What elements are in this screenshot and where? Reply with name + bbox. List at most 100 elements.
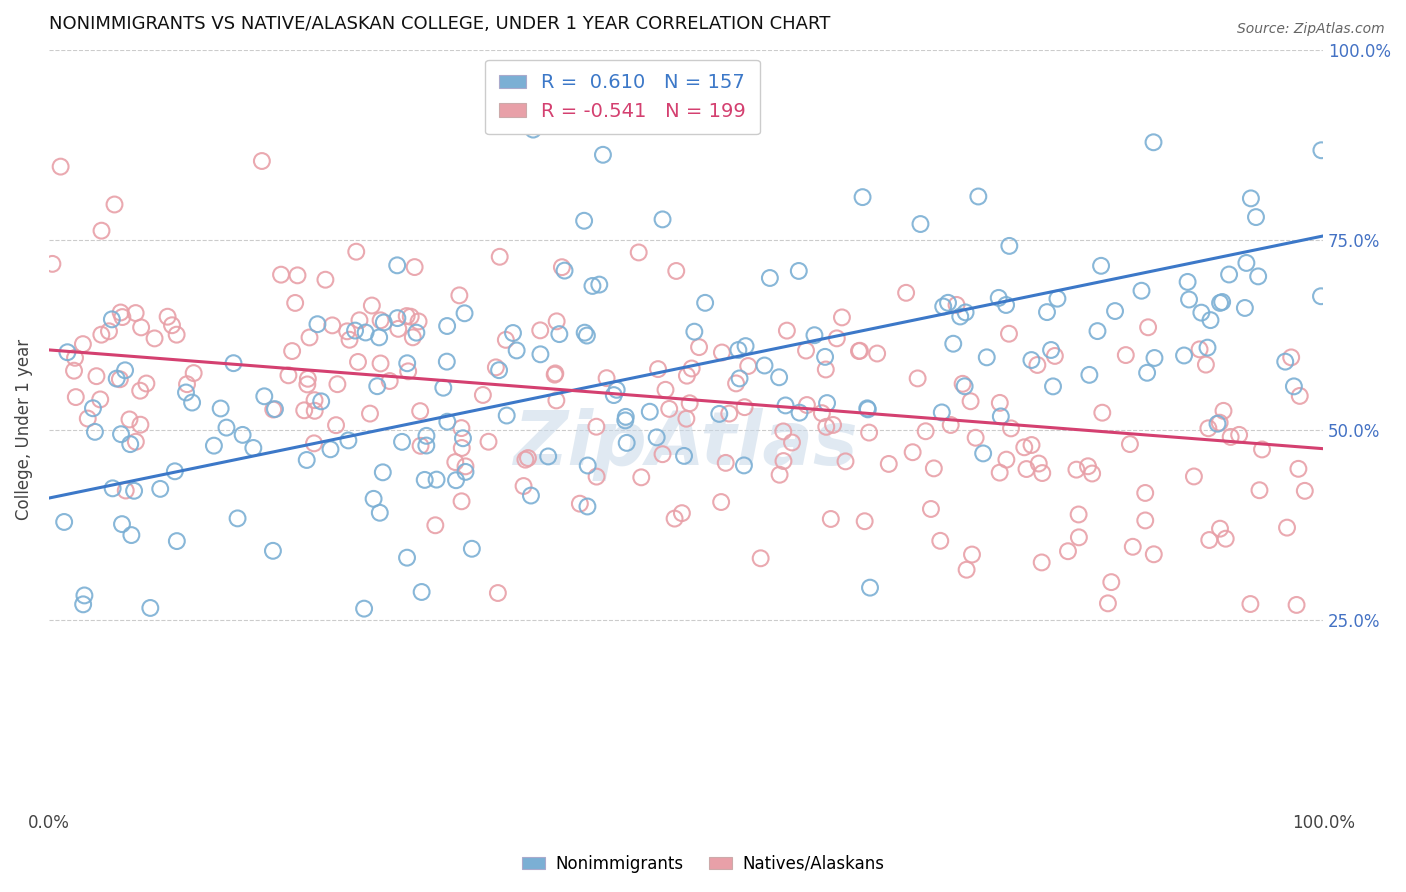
Point bbox=[1199, 313, 1222, 327]
Point bbox=[176, 377, 198, 392]
Point bbox=[759, 271, 782, 285]
Point bbox=[606, 383, 628, 397]
Point bbox=[284, 296, 307, 310]
Point bbox=[1028, 457, 1050, 471]
Point bbox=[1195, 358, 1218, 372]
Point bbox=[815, 396, 838, 410]
Point bbox=[737, 359, 759, 373]
Point bbox=[1081, 467, 1104, 481]
Point bbox=[486, 586, 509, 600]
Point bbox=[163, 464, 186, 478]
Point bbox=[775, 399, 797, 413]
Point bbox=[679, 396, 702, 410]
Point bbox=[575, 328, 598, 343]
Point bbox=[768, 467, 790, 482]
Point bbox=[111, 517, 134, 532]
Point bbox=[1219, 430, 1241, 444]
Point bbox=[181, 395, 204, 409]
Point bbox=[1212, 404, 1234, 418]
Point bbox=[1099, 575, 1122, 590]
Point bbox=[945, 298, 967, 312]
Point bbox=[1211, 295, 1233, 310]
Point bbox=[1177, 275, 1199, 289]
Point bbox=[592, 148, 614, 162]
Point bbox=[754, 359, 776, 373]
Point bbox=[856, 401, 879, 416]
Point bbox=[449, 288, 471, 302]
Point bbox=[1285, 598, 1308, 612]
Point bbox=[794, 343, 817, 358]
Point bbox=[344, 324, 367, 338]
Y-axis label: College, Under 1 year: College, Under 1 year bbox=[15, 339, 32, 520]
Point bbox=[995, 452, 1018, 467]
Point bbox=[796, 398, 818, 412]
Point bbox=[614, 413, 637, 427]
Point bbox=[409, 404, 432, 418]
Point bbox=[366, 379, 388, 393]
Point bbox=[360, 299, 382, 313]
Point bbox=[1015, 462, 1038, 476]
Point bbox=[574, 326, 596, 340]
Point bbox=[425, 473, 447, 487]
Point bbox=[914, 424, 936, 438]
Point bbox=[63, 364, 86, 378]
Point bbox=[1122, 540, 1144, 554]
Point bbox=[264, 402, 287, 417]
Point bbox=[425, 518, 447, 533]
Point bbox=[576, 500, 599, 514]
Point bbox=[114, 363, 136, 377]
Point bbox=[709, 407, 731, 421]
Point bbox=[866, 346, 889, 360]
Point bbox=[118, 412, 141, 426]
Point bbox=[1173, 349, 1195, 363]
Point bbox=[353, 601, 375, 615]
Point bbox=[603, 388, 626, 402]
Point bbox=[647, 362, 669, 376]
Point bbox=[529, 347, 551, 361]
Point bbox=[1188, 343, 1211, 357]
Point bbox=[953, 379, 976, 393]
Point bbox=[1275, 521, 1298, 535]
Point bbox=[772, 454, 794, 468]
Point bbox=[787, 264, 810, 278]
Point bbox=[718, 407, 741, 421]
Point bbox=[1244, 210, 1267, 224]
Point bbox=[502, 326, 524, 340]
Point bbox=[370, 356, 392, 370]
Point bbox=[450, 421, 472, 435]
Point bbox=[471, 388, 494, 402]
Point bbox=[1251, 442, 1274, 457]
Point bbox=[988, 466, 1011, 480]
Point bbox=[1234, 256, 1257, 270]
Point bbox=[325, 418, 347, 433]
Point bbox=[297, 377, 319, 392]
Point bbox=[932, 300, 955, 314]
Point bbox=[1143, 547, 1166, 561]
Point bbox=[1021, 438, 1043, 452]
Point bbox=[675, 411, 697, 425]
Point bbox=[546, 314, 568, 328]
Point bbox=[825, 331, 848, 345]
Point bbox=[226, 511, 249, 525]
Point bbox=[820, 512, 842, 526]
Point bbox=[65, 390, 87, 404]
Point bbox=[326, 377, 349, 392]
Point bbox=[415, 429, 437, 443]
Point bbox=[129, 320, 152, 334]
Point bbox=[834, 454, 856, 468]
Point bbox=[1197, 421, 1219, 435]
Point bbox=[90, 224, 112, 238]
Point bbox=[215, 420, 238, 434]
Point bbox=[1288, 389, 1310, 403]
Point bbox=[1239, 597, 1261, 611]
Point bbox=[789, 406, 811, 420]
Point bbox=[292, 403, 315, 417]
Point bbox=[1197, 341, 1219, 355]
Point bbox=[454, 459, 477, 474]
Point bbox=[1209, 296, 1232, 310]
Point bbox=[1279, 351, 1302, 365]
Point bbox=[849, 343, 872, 358]
Point bbox=[683, 325, 706, 339]
Point bbox=[638, 405, 661, 419]
Point bbox=[415, 438, 437, 452]
